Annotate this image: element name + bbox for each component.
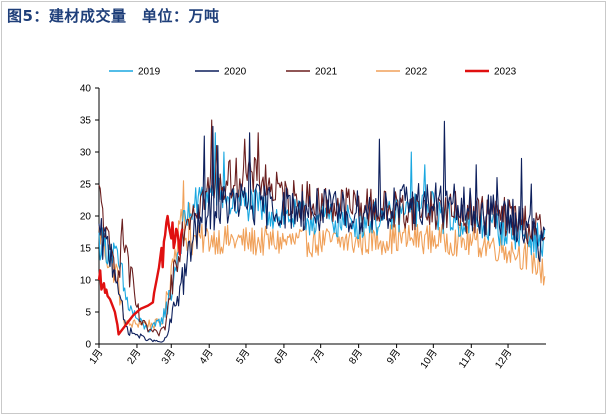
x-tick-label: 11月 (456, 347, 478, 371)
y-tick-label: 20 (80, 212, 92, 223)
x-tick-label: 3月 (159, 347, 178, 367)
x-tick-label: 5月 (234, 347, 253, 367)
y-tick-label: 30 (80, 148, 92, 159)
x-tick-label: 8月 (346, 347, 365, 367)
x-tick-label: 2月 (125, 347, 144, 367)
x-tick-label: 4月 (197, 347, 216, 367)
series-line-2020 (98, 120, 546, 343)
legend-label-2023: 2023 (494, 67, 517, 78)
y-tick-label: 10 (80, 276, 92, 287)
y-tick-label: 5 (85, 308, 91, 319)
legend-label-2020: 2020 (224, 67, 247, 78)
legend-label-2022: 2022 (405, 67, 428, 78)
y-tick-label: 0 (85, 340, 91, 351)
legend-label-2021: 2021 (315, 67, 338, 78)
y-tick-label: 15 (80, 244, 92, 255)
y-tick-label: 25 (80, 180, 92, 191)
chart-title: 图5：建材成交量 单位：万吨 (7, 7, 220, 25)
legend-label-2019: 2019 (138, 67, 161, 78)
x-tick-label: 9月 (384, 347, 403, 367)
y-tick-label: 35 (80, 116, 92, 127)
x-tick-label: 12月 (493, 347, 515, 371)
series-line-2023 (97, 214, 184, 336)
y-tick-label: 40 (80, 84, 92, 95)
x-tick-label: 10月 (418, 347, 440, 371)
series-line-2021 (98, 119, 546, 337)
x-tick-label: 7月 (308, 347, 327, 367)
x-tick-label: 6月 (272, 347, 291, 367)
